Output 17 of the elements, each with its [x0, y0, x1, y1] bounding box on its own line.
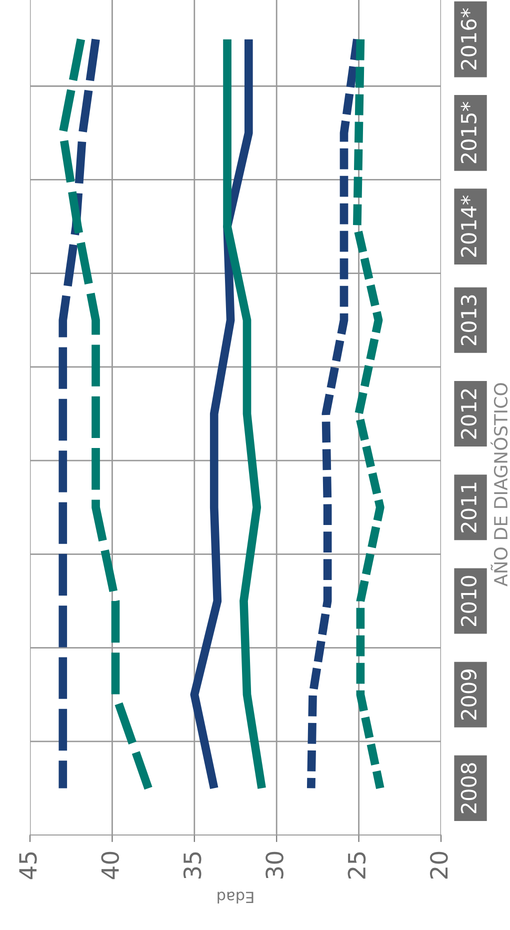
x-tick-label: 45: [19, 852, 37, 880]
y-axis-title: AÑO DE DIAGNÓSTICO: [490, 383, 508, 586]
x-tick-label: 20: [430, 852, 448, 879]
y-tick-label: 2015*: [460, 102, 477, 164]
y-tick-label: 2008: [460, 763, 477, 814]
y-tick-label: 2012: [460, 389, 477, 439]
y-tick-label: 2014*: [460, 195, 477, 257]
x-tick-label: 30: [266, 852, 284, 879]
y-tick-label: 2013: [460, 295, 477, 346]
x-tick-label: 40: [101, 852, 120, 880]
y-tick-label: 2016*: [460, 8, 477, 70]
x-tick-label: 35: [183, 852, 202, 879]
y-tick-label: 2011: [460, 482, 477, 532]
x-axis-title: Edad: [218, 892, 254, 904]
y-tick-label: 2009: [460, 670, 477, 720]
y-tick-label: 2010: [460, 576, 477, 626]
x-tick-label: 25: [348, 852, 366, 879]
